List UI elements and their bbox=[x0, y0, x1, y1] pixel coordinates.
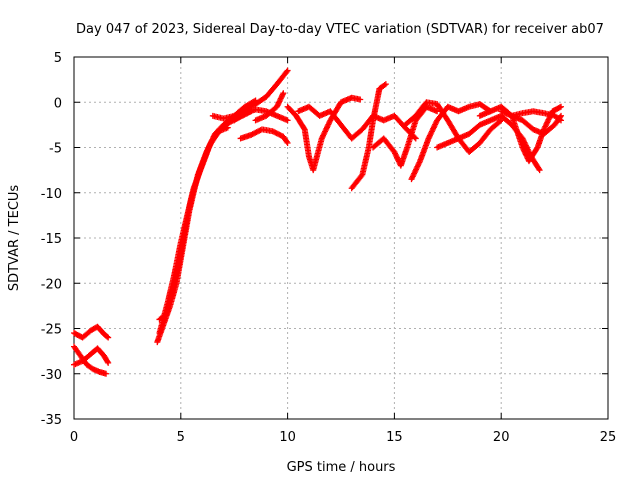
series-wave-4 bbox=[370, 103, 441, 169]
data-point bbox=[535, 165, 542, 172]
series-wave-6 bbox=[408, 101, 494, 183]
data-point bbox=[104, 333, 111, 340]
data-point bbox=[105, 334, 112, 341]
data-points bbox=[71, 67, 565, 377]
y-tick-label: -5 bbox=[49, 142, 62, 157]
data-point bbox=[224, 124, 231, 131]
x-tick-label: 10 bbox=[279, 430, 296, 445]
data-point bbox=[358, 172, 365, 179]
y-axis-title: SDTVAR / TECUs bbox=[7, 185, 22, 292]
series-early-b bbox=[71, 343, 110, 377]
data-point bbox=[536, 167, 543, 174]
data-point bbox=[300, 125, 307, 132]
y-tick-label: 5 bbox=[54, 51, 62, 66]
series-early-c bbox=[71, 345, 112, 368]
x-axis-title: GPS time / hours bbox=[287, 460, 396, 475]
data-point bbox=[103, 370, 110, 377]
data-point bbox=[558, 117, 565, 124]
x-tick-label: 20 bbox=[493, 430, 510, 445]
y-tick-label: 0 bbox=[54, 96, 62, 111]
data-point bbox=[105, 359, 112, 366]
series-wave-5 bbox=[402, 99, 505, 156]
data-point bbox=[283, 138, 290, 145]
series-rise-3 bbox=[156, 124, 231, 337]
data-point bbox=[280, 90, 287, 97]
y-tick-label: -15 bbox=[41, 232, 62, 247]
data-point bbox=[558, 103, 565, 110]
y-tick-label: -35 bbox=[41, 413, 62, 428]
y-tick-label: -10 bbox=[41, 187, 62, 202]
chart-title: Day 047 of 2023, Sidereal Day-to-day VTE… bbox=[76, 22, 604, 37]
series-wave-1 bbox=[284, 94, 364, 174]
y-tick-label: -25 bbox=[41, 323, 62, 338]
x-tick-label: 25 bbox=[600, 430, 617, 445]
series-early-a bbox=[71, 323, 112, 341]
series-wave-2 bbox=[295, 103, 419, 142]
series-wave-3 bbox=[348, 81, 389, 192]
y-tick-label: -20 bbox=[41, 277, 62, 292]
y-tick-label: -30 bbox=[41, 368, 62, 383]
series-mid-4 bbox=[252, 90, 287, 124]
data-point bbox=[284, 117, 291, 124]
x-tick-label: 15 bbox=[386, 430, 403, 445]
data-point bbox=[284, 139, 291, 146]
series-wave-9 bbox=[498, 103, 565, 165]
x-tick-label: 5 bbox=[177, 430, 185, 445]
x-tick-label: 0 bbox=[70, 430, 78, 445]
data-point bbox=[104, 358, 111, 365]
data-point bbox=[556, 116, 563, 123]
data-point bbox=[283, 68, 290, 75]
data-point bbox=[381, 82, 388, 89]
data-point bbox=[382, 81, 389, 88]
series-wave-10 bbox=[508, 108, 565, 124]
data-point bbox=[284, 67, 291, 74]
ticks: 0 5 10 15 20 25 5 0 -5 -10 -15 -20 -25 -30 -35 bbox=[41, 51, 617, 445]
data-point bbox=[412, 135, 419, 142]
series-wave-7 bbox=[434, 112, 543, 174]
data-point bbox=[357, 96, 364, 103]
series-mid-3 bbox=[237, 126, 291, 146]
